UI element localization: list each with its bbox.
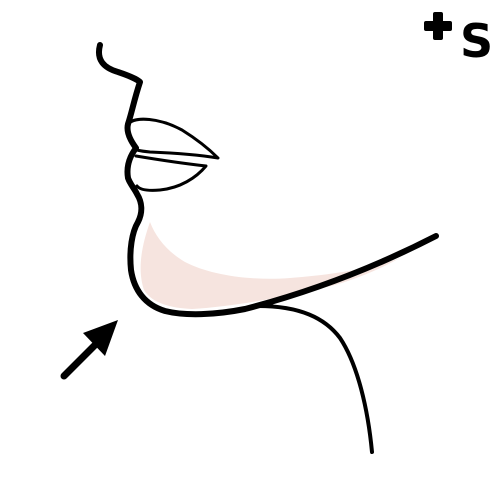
plus-icon-vertical xyxy=(433,12,443,40)
logo-letter: S xyxy=(460,14,494,68)
neck-line xyxy=(256,304,374,454)
jaw-highlight-area xyxy=(140,222,400,309)
arrow-up-right-icon xyxy=(60,320,118,380)
brand-logo: S xyxy=(420,6,498,72)
lower-lip xyxy=(134,154,208,192)
face-profile-line xyxy=(96,42,439,318)
upper-lip xyxy=(126,117,220,160)
